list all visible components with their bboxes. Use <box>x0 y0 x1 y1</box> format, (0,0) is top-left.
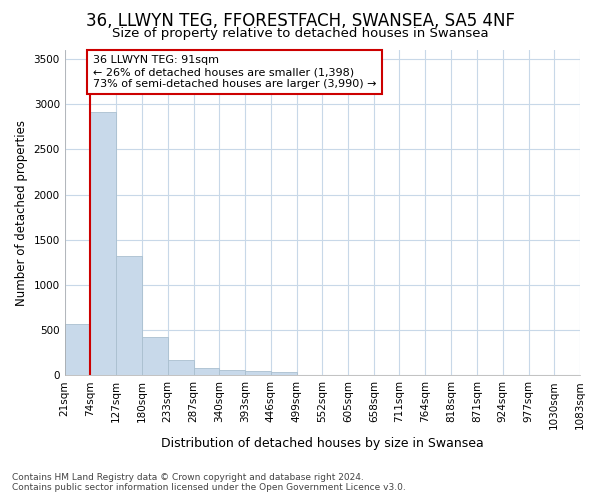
Bar <box>142 337 167 375</box>
Bar <box>116 256 142 375</box>
Text: Contains HM Land Registry data © Crown copyright and database right 2024.
Contai: Contains HM Land Registry data © Crown c… <box>12 473 406 492</box>
Bar <box>65 324 91 375</box>
Y-axis label: Number of detached properties: Number of detached properties <box>15 120 28 306</box>
Bar <box>91 112 116 375</box>
Text: 36, LLWYN TEG, FFORESTFACH, SWANSEA, SA5 4NF: 36, LLWYN TEG, FFORESTFACH, SWANSEA, SA5… <box>86 12 515 30</box>
X-axis label: Distribution of detached houses by size in Swansea: Distribution of detached houses by size … <box>161 437 484 450</box>
Bar <box>194 368 220 375</box>
Text: Size of property relative to detached houses in Swansea: Size of property relative to detached ho… <box>112 28 488 40</box>
Bar <box>167 360 194 375</box>
Bar <box>220 370 245 375</box>
Bar <box>271 372 296 375</box>
Bar <box>245 371 271 375</box>
Text: 36 LLWYN TEG: 91sqm
← 26% of detached houses are smaller (1,398)
73% of semi-det: 36 LLWYN TEG: 91sqm ← 26% of detached ho… <box>93 56 376 88</box>
